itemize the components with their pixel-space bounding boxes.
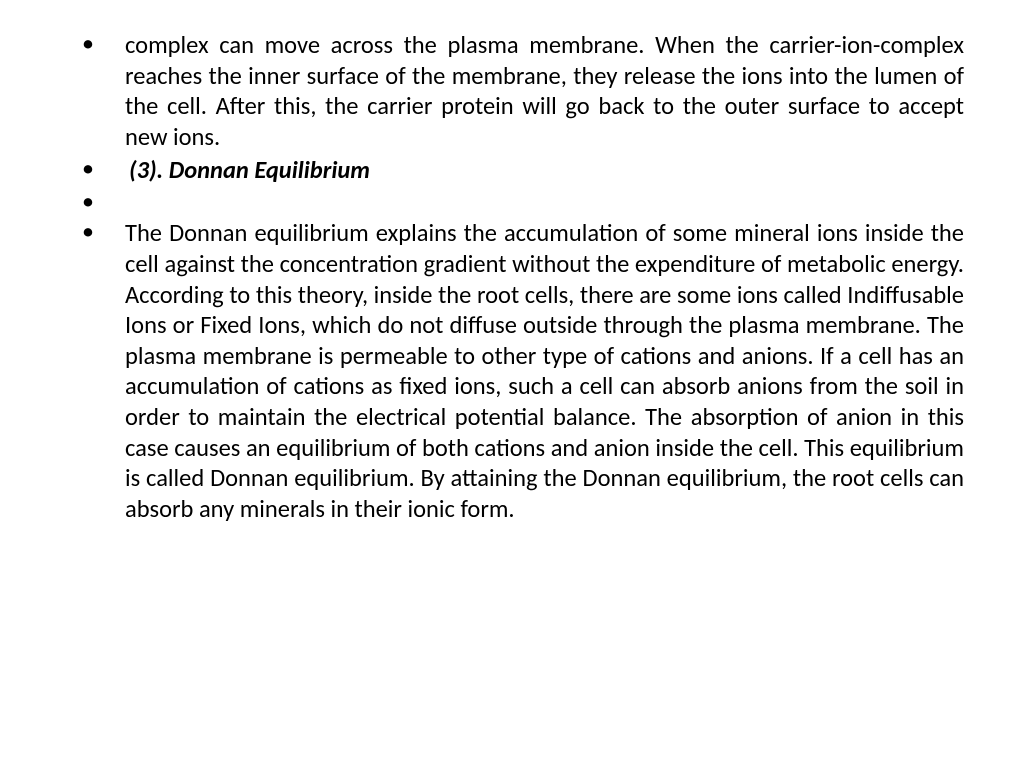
list-item: The Donnan equilibrium explains the accu… (70, 218, 964, 524)
section-heading: (3). Donnan Equilibrium (125, 155, 964, 187)
blank-line (125, 188, 964, 216)
paragraph-text: The Donnan equilibrium explains the accu… (125, 218, 964, 524)
bullet-list: complex can move across the plasma membr… (70, 30, 964, 525)
list-item: complex can move across the plasma membr… (70, 30, 964, 153)
list-item: (3). Donnan Equilibrium (70, 155, 964, 187)
list-item-empty (70, 188, 964, 216)
paragraph-text: complex can move across the plasma membr… (125, 30, 964, 153)
